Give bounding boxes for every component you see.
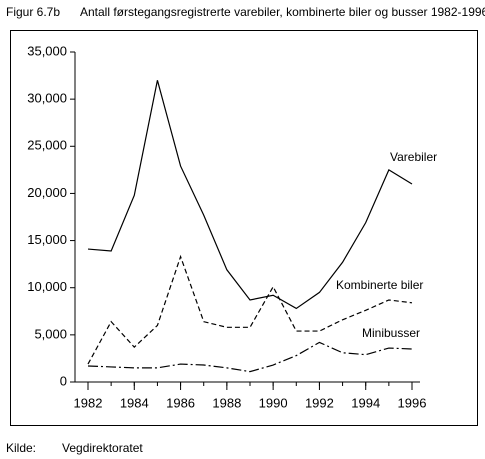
x-tick-label: 1996 — [398, 395, 427, 410]
y-tick-label: 30,000 — [27, 91, 67, 106]
line-series — [87, 80, 413, 310]
series-label: Kombinerte biler — [336, 278, 423, 292]
source-label: Kilde: — [6, 441, 36, 455]
x-tick-label: 1988 — [212, 395, 241, 410]
x-tick-label: 1994 — [351, 395, 380, 410]
series-label: Varebiler — [390, 150, 437, 164]
y-tick-label: 20,000 — [27, 185, 67, 200]
y-tick-label: 25,000 — [27, 138, 67, 153]
y-tick-label: 10,000 — [27, 279, 67, 294]
x-tick-label: 1990 — [259, 395, 288, 410]
y-tick-label: 0 — [60, 373, 67, 388]
frame — [10, 30, 478, 426]
y-tick-label: 5,000 — [34, 326, 67, 341]
line-series — [87, 341, 413, 373]
x-tick-label: 1986 — [166, 395, 195, 410]
x-tick-label: 1992 — [305, 395, 334, 410]
y-tick-label: 15,000 — [27, 232, 67, 247]
x-tick-label: 1982 — [74, 395, 103, 410]
line-series — [87, 254, 413, 365]
x-tick-label: 1984 — [120, 395, 149, 410]
chart-title: Antall førstegangsregistrerte varebiler,… — [80, 5, 485, 19]
y-tick-label: 35,000 — [27, 43, 67, 58]
figure-label: Figur 6.7b — [6, 5, 60, 19]
source: Vegdirektoratet — [62, 441, 143, 455]
series-label: Minibusser — [362, 326, 420, 340]
